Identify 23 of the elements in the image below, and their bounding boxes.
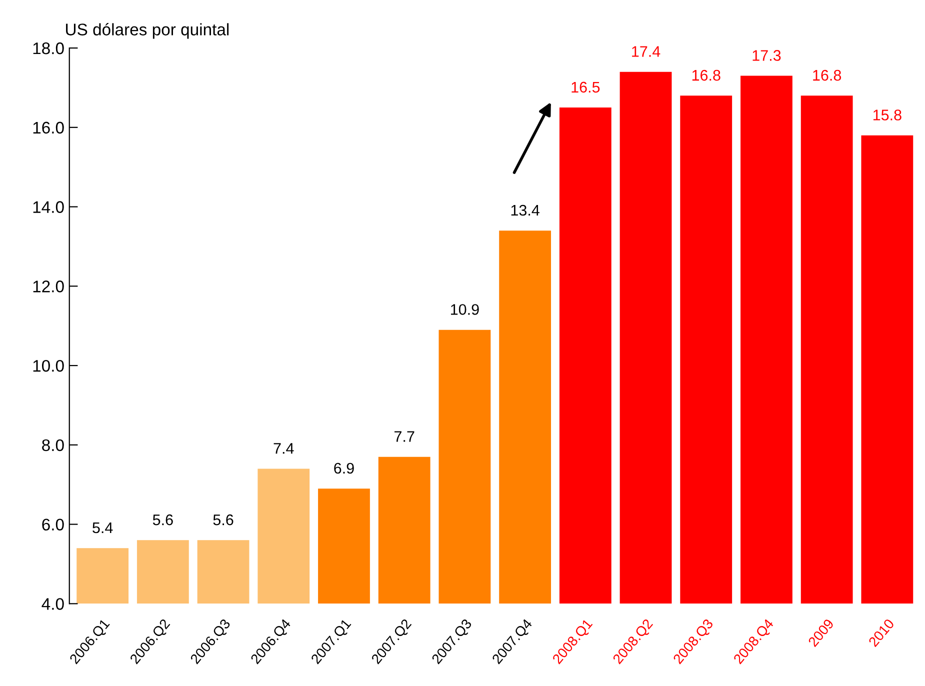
y-tick-label: 18.0 — [33, 42, 64, 54]
data-label: 16.5 — [572, 82, 600, 93]
y-tick-label: 10.0 — [33, 360, 64, 372]
data-label: 16.8 — [813, 70, 842, 81]
data-label: 10.9 — [450, 304, 479, 315]
y-axis-title: US dólares por quintal — [66, 23, 229, 39]
data-label: 5.4 — [92, 522, 113, 534]
y-tick-label: 14.0 — [33, 201, 64, 213]
data-label: 7.4 — [274, 443, 294, 454]
data-label: 17.4 — [632, 46, 660, 57]
y-tick-label: 16.0 — [33, 122, 64, 134]
data-label: 7.7 — [394, 431, 414, 442]
y-tick-label: 4.0 — [42, 598, 64, 610]
y-tick-label: 8.0 — [42, 439, 64, 452]
data-label: 5.6 — [152, 514, 173, 526]
data-label: 6.9 — [334, 462, 354, 474]
data-label: 17.3 — [752, 50, 781, 61]
data-label: 5.6 — [213, 514, 234, 526]
data-label: 13.4 — [511, 204, 540, 216]
data-label: 16.8 — [692, 70, 720, 81]
y-tick-label: 6.0 — [42, 518, 64, 531]
data-label: 15.8 — [873, 110, 902, 120]
y-tick-label: 12.0 — [33, 280, 64, 292]
